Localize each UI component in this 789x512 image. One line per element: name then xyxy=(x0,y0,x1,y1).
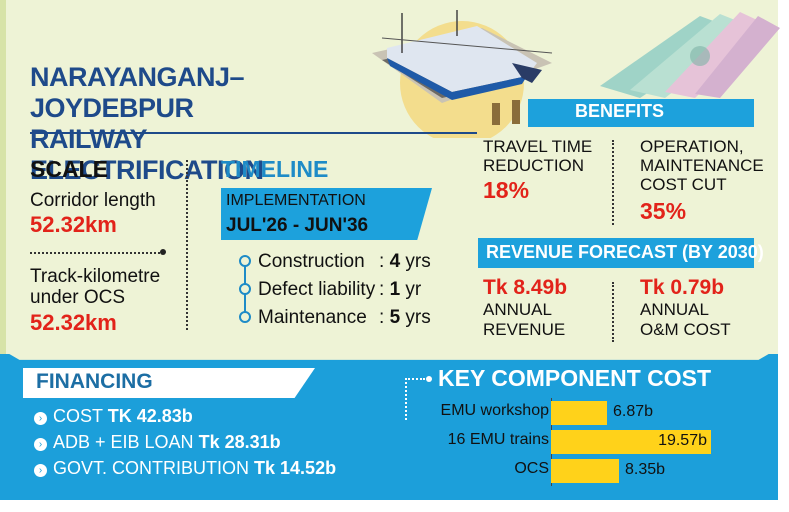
annual-revenue-value: Tk 8.49b xyxy=(483,276,568,299)
timeline-item-construction: Construction xyxy=(258,251,365,272)
chevron-right-icon: › xyxy=(34,412,47,425)
travel-time-value: 18% xyxy=(483,177,530,203)
om-cost-cut-label-line3: COST CUT xyxy=(640,175,727,194)
scale-divider xyxy=(30,252,160,254)
financing-row-label: ADB + EIB LOAN xyxy=(53,432,194,452)
key-cost-connector xyxy=(405,378,425,420)
currency-notes-illustration xyxy=(600,12,780,98)
annual-revenue-label-line1: ANNUAL xyxy=(483,300,552,319)
timeline-node-icon xyxy=(239,311,251,323)
title-line-2: RAILWAY ELECTRIFICATION xyxy=(30,124,264,185)
timeline-value-construction: : 4 yrs xyxy=(379,251,431,272)
implementation-dates: JUL'26 - JUN'36 xyxy=(226,215,369,236)
corridor-length-label: Corridor length xyxy=(30,190,156,211)
revenue-divider xyxy=(612,282,614,342)
key-cost-dot xyxy=(426,376,432,382)
implementation-label: IMPLEMENTATION xyxy=(226,192,366,209)
om-cost-cut-value: 35% xyxy=(640,198,687,224)
chart-value-label: 8.35b xyxy=(625,461,666,478)
scale-timeline-divider xyxy=(186,160,188,330)
chart-bar xyxy=(551,459,619,483)
om-cost-cut-label-line2: MAINTENANCE xyxy=(640,156,764,175)
timeline-value-maintenance: : 5 yrs xyxy=(379,307,431,328)
timeline-node-icon xyxy=(239,255,251,267)
benefits-divider xyxy=(612,140,614,225)
om-cost-cut-label-line1: OPERATION, xyxy=(640,137,744,156)
chart-value-label: 19.57b xyxy=(658,432,707,449)
divider-dot xyxy=(160,249,166,255)
timeline-item-maintenance: Maintenance xyxy=(258,307,367,328)
chart-bar xyxy=(551,401,607,425)
annual-revenue-label-line2: REVENUE xyxy=(483,320,566,339)
annual-om-cost-label-line2: O&M COST xyxy=(640,320,731,339)
revenue-forecast-banner xyxy=(478,238,754,268)
track-km-value: 52.32km xyxy=(30,310,117,335)
financing-row-label: COST xyxy=(53,406,103,426)
title-underline xyxy=(30,132,477,134)
timeline-value-defect-liability: : 1 yr xyxy=(379,279,422,300)
page-title: NARAYANGANJ–JOYDEBPUR RAILWAY ELECTRIFIC… xyxy=(30,62,360,186)
track-km-label-line2: under OCS xyxy=(30,287,126,308)
track-km-label-line1: Track-kilometre xyxy=(30,266,161,287)
chevron-right-icon: › xyxy=(34,464,47,477)
travel-time-label-line1: TRAVEL TIME xyxy=(483,137,593,156)
financing-row: › ADB + EIB LOAN Tk 28.31b xyxy=(34,432,281,453)
timeline-item-defect-liability: Defect liability xyxy=(258,279,376,300)
financing-row-value: Tk 28.31b xyxy=(198,432,281,452)
title-line-1: NARAYANGANJ–JOYDEBPUR xyxy=(30,62,245,123)
annual-om-cost-value: Tk 0.79b xyxy=(640,276,725,299)
annual-om-cost-label-line1: ANNUAL xyxy=(640,300,709,319)
chart-category-label: 16 EMU trains xyxy=(447,431,549,448)
corridor-length-value: 52.32km xyxy=(30,212,117,237)
chart-bar xyxy=(551,430,711,454)
chevron-right-icon: › xyxy=(34,438,47,451)
travel-time-label-line2: REDUCTION xyxy=(483,156,585,175)
chart-category-label: EMU workshop xyxy=(440,402,549,419)
train-illustration xyxy=(372,10,553,138)
timeline-heading: TIMELINE xyxy=(221,156,329,182)
revenue-forecast-heading: REVENUE FORECAST (BY 2030) xyxy=(486,242,764,262)
financing-heading: FINANCING xyxy=(36,370,153,393)
chart-value-label: 6.87b xyxy=(613,403,654,420)
benefits-banner xyxy=(528,99,754,127)
implementation-banner xyxy=(221,188,432,240)
key-component-cost-heading: KEY COMPONENT COST xyxy=(438,365,712,391)
financing-row-value: TK 42.83b xyxy=(107,406,193,426)
chart-category-label: OCS xyxy=(514,460,549,477)
financing-row: › COST TK 42.83b xyxy=(34,406,193,427)
timeline-node-icon xyxy=(239,283,251,295)
scale-heading: SCALE xyxy=(30,156,108,182)
financing-banner xyxy=(23,368,315,398)
financing-row-label: GOVT. CONTRIBUTION xyxy=(53,458,250,478)
benefits-heading: BENEFITS xyxy=(575,101,665,121)
financing-row: › GOVT. CONTRIBUTION Tk 14.52b xyxy=(34,458,336,479)
financing-row-value: Tk 14.52b xyxy=(254,458,337,478)
